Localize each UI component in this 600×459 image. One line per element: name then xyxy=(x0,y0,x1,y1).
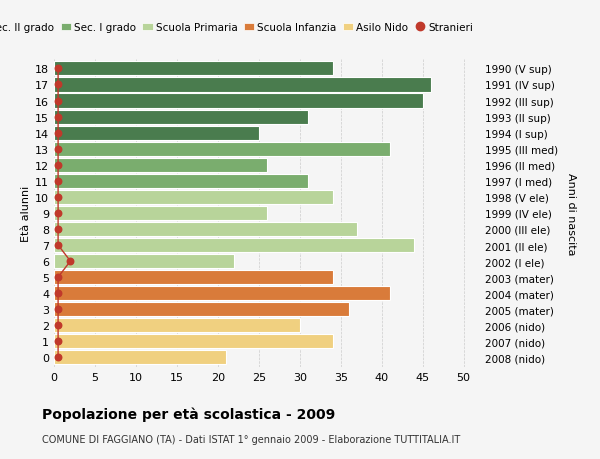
Bar xyxy=(54,94,422,108)
Point xyxy=(65,258,75,265)
Bar xyxy=(54,319,300,333)
Point xyxy=(53,274,63,281)
Point xyxy=(53,130,63,137)
Y-axis label: Anni di nascita: Anni di nascita xyxy=(566,172,577,255)
Text: COMUNE DI FAGGIANO (TA) - Dati ISTAT 1° gennaio 2009 - Elaborazione TUTTITALIA.I: COMUNE DI FAGGIANO (TA) - Dati ISTAT 1° … xyxy=(42,434,460,444)
Bar xyxy=(54,190,332,204)
Point xyxy=(53,146,63,153)
Point xyxy=(53,98,63,105)
Point xyxy=(53,242,63,249)
Bar xyxy=(54,174,308,189)
Bar xyxy=(54,142,390,157)
Bar xyxy=(54,110,308,124)
Point xyxy=(53,226,63,233)
Bar xyxy=(54,238,415,252)
Point xyxy=(53,322,63,329)
Point xyxy=(53,290,63,297)
Point xyxy=(53,82,63,89)
Bar xyxy=(54,254,234,269)
Bar xyxy=(54,351,226,364)
Bar xyxy=(54,335,332,349)
Legend: Sec. II grado, Sec. I grado, Scuola Primaria, Scuola Infanzia, Asilo Nido, Stran: Sec. II grado, Sec. I grado, Scuola Prim… xyxy=(0,19,477,37)
Bar xyxy=(54,207,267,220)
Bar xyxy=(54,302,349,317)
Bar xyxy=(54,223,357,236)
Point xyxy=(53,338,63,345)
Point xyxy=(53,306,63,313)
Bar xyxy=(54,126,259,140)
Point xyxy=(53,354,63,361)
Bar xyxy=(54,78,431,92)
Y-axis label: Età alunni: Età alunni xyxy=(21,185,31,241)
Bar xyxy=(54,158,267,173)
Bar xyxy=(54,62,332,76)
Point xyxy=(53,66,63,73)
Point xyxy=(53,178,63,185)
Point xyxy=(53,194,63,201)
Point xyxy=(53,210,63,217)
Text: Popolazione per età scolastica - 2009: Popolazione per età scolastica - 2009 xyxy=(42,406,335,421)
Point xyxy=(53,162,63,169)
Bar xyxy=(54,286,390,301)
Bar xyxy=(54,270,332,285)
Point xyxy=(53,114,63,121)
